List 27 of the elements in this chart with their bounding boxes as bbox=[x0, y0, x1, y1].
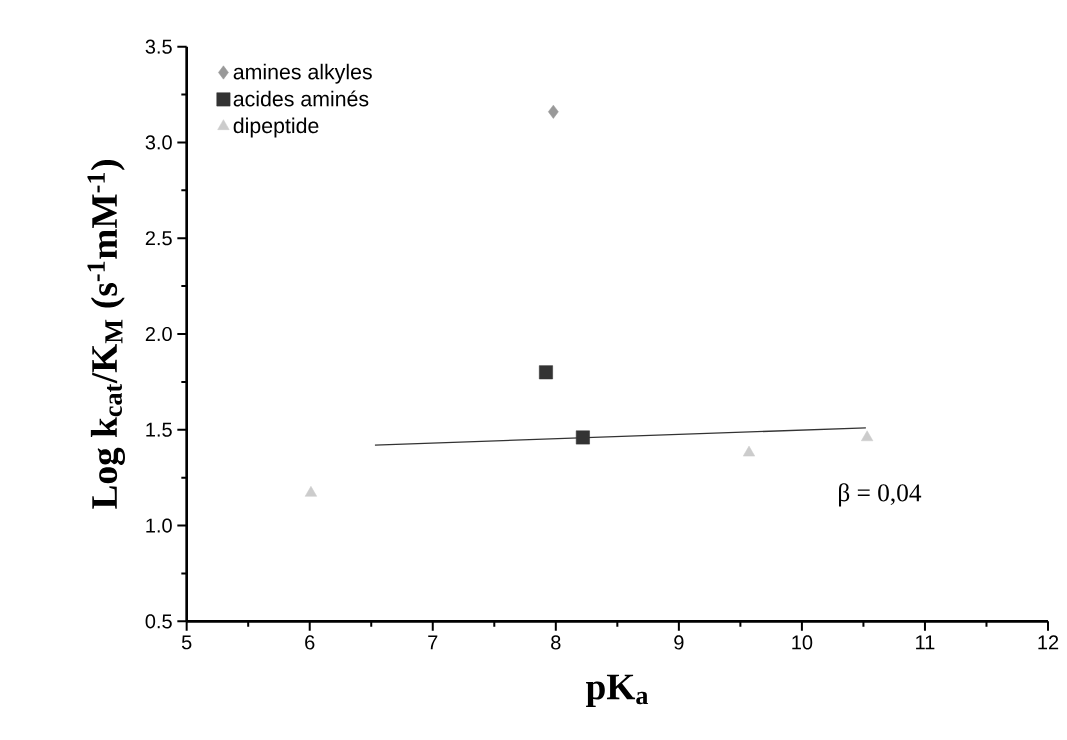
point bbox=[539, 365, 553, 380]
point bbox=[575, 430, 590, 445]
x-tick-label: 7 bbox=[428, 635, 438, 650]
annotation: β = 0,04 bbox=[839, 483, 922, 507]
legend-label: amines alkyles bbox=[233, 63, 372, 84]
x-tick-label: 10 bbox=[792, 635, 813, 650]
y-tick-label: 0.5 bbox=[145, 614, 172, 629]
x-tick-label: 6 bbox=[305, 635, 315, 650]
x-tick-label: 11 bbox=[916, 635, 935, 650]
text: Log k$_{cat}$/K$_{M}$ (s$^{-1}$mM$^{-1}$) bbox=[87, 160, 125, 509]
x-tick-label: 8 bbox=[551, 635, 561, 650]
x-axis-title: pK$_{a}$ bbox=[586, 674, 649, 708]
point bbox=[742, 445, 756, 457]
y-tick-label: 1.0 bbox=[146, 518, 172, 533]
point bbox=[861, 430, 874, 442]
x-tick-label: 9 bbox=[674, 635, 684, 650]
x-tick-label: 12 bbox=[1038, 635, 1059, 650]
legend-label: acides aminés bbox=[233, 90, 369, 107]
x-tick-label: 5 bbox=[181, 635, 192, 650]
point bbox=[304, 486, 317, 497]
y-tick-label: 2.0 bbox=[145, 326, 172, 342]
y-tick-label: 3.0 bbox=[145, 135, 172, 150]
y-tick-label: 1.5 bbox=[146, 422, 172, 437]
point bbox=[548, 104, 559, 119]
y-tick-label: 3.5 bbox=[145, 39, 172, 54]
legend-label: dipeptide bbox=[233, 117, 319, 138]
y-tick-label: 2.5 bbox=[145, 231, 172, 246]
